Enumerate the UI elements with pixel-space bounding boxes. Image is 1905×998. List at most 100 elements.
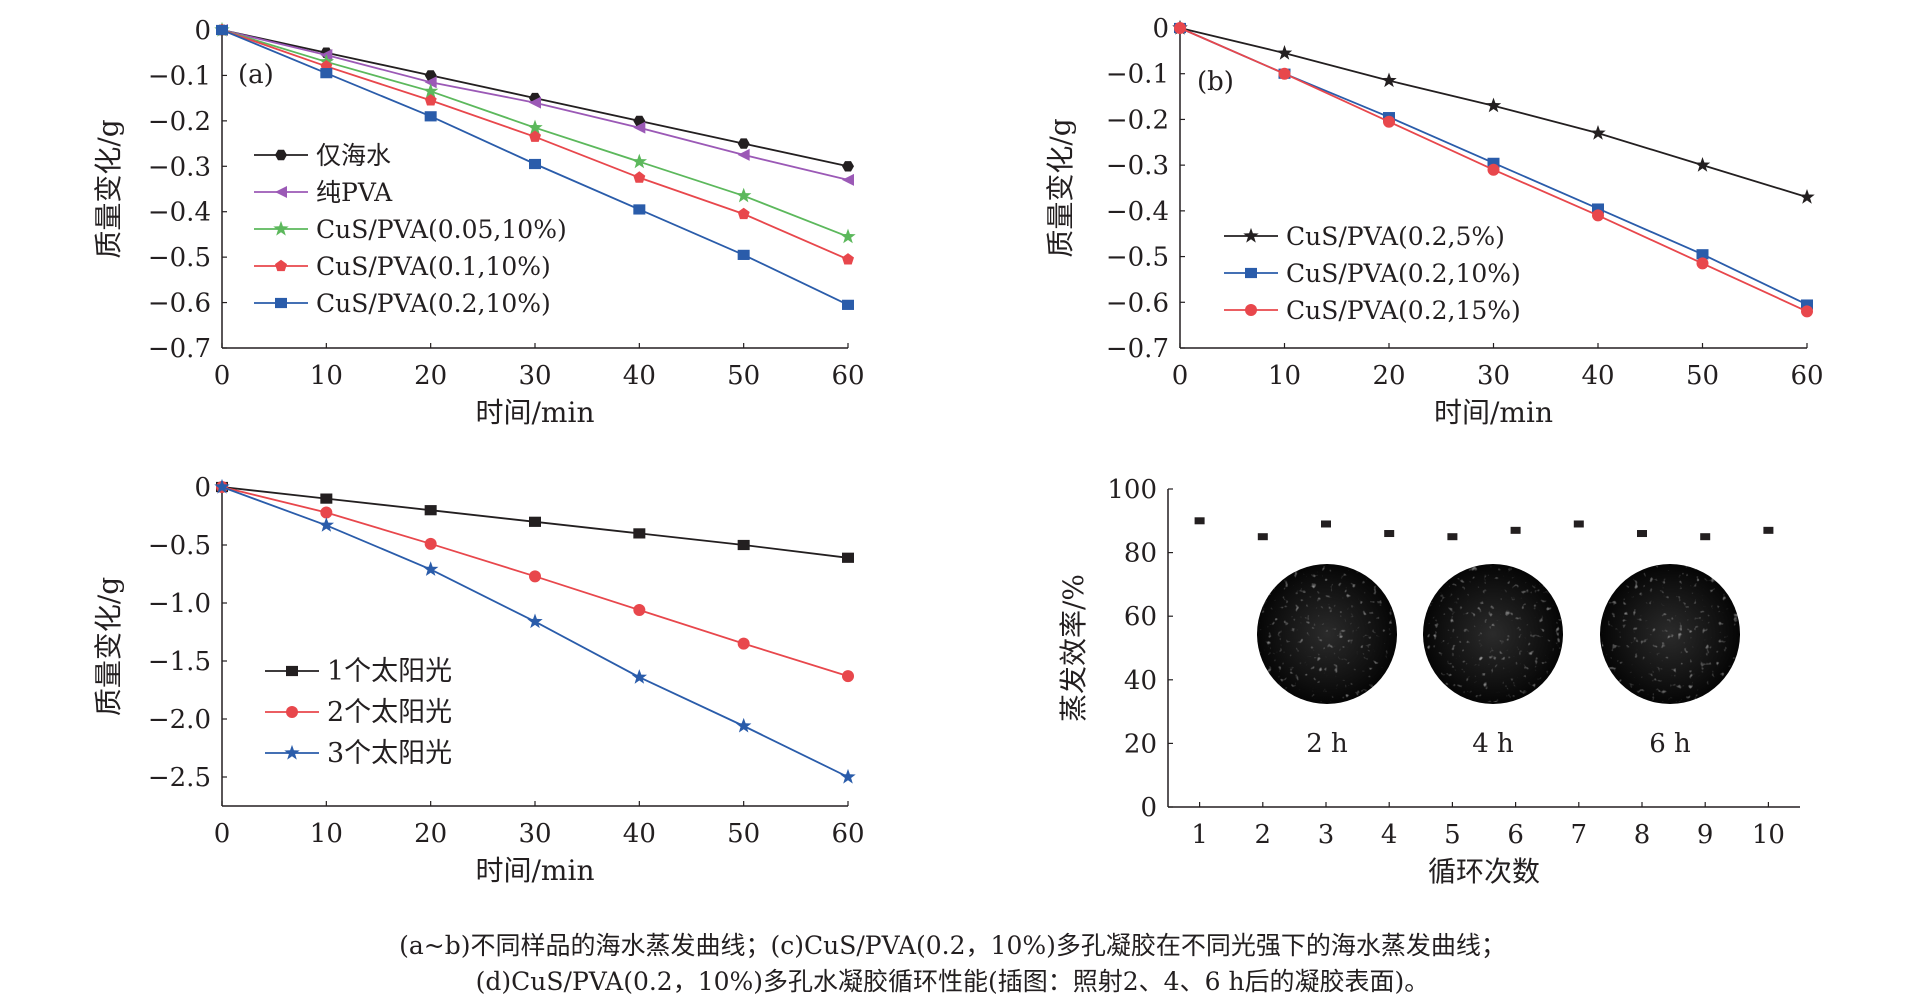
y-tick-label: −0.7 xyxy=(1106,334,1169,364)
inset-label: 2 h xyxy=(1306,729,1348,759)
x-tick-label: 30 xyxy=(518,819,551,849)
chart-panel-d: 0 20 40 60 80 100 1 2 3 4 5 6 7 8 9 10 循环次数 蒸发效率/% 2 h 4 h 6… xyxy=(1057,475,1800,888)
data-point xyxy=(1592,203,1604,214)
y-axis-title: 质量变化/g xyxy=(92,119,125,258)
data-point xyxy=(1174,22,1186,34)
legend-marker xyxy=(1245,304,1257,316)
y-tick-label: 0 xyxy=(1140,793,1157,823)
legend-marker xyxy=(286,665,298,677)
legend-marker xyxy=(286,706,298,718)
y-tick-label: −0.5 xyxy=(148,243,211,273)
y-tick-label: −0.5 xyxy=(1106,243,1169,273)
data-point xyxy=(1763,526,1774,534)
x-tick-label: 8 xyxy=(1634,820,1651,850)
y-tick-label: −0.6 xyxy=(1106,288,1169,318)
data-point xyxy=(1592,209,1604,222)
y-tick-label: −1.0 xyxy=(148,589,211,619)
data-point xyxy=(320,493,333,504)
legend-label: 纯PVA xyxy=(316,178,393,207)
y-tick-label: −0.4 xyxy=(148,198,211,228)
legend-label: CuS/PVA(0.1,10%) xyxy=(316,252,551,281)
data-point xyxy=(1696,257,1709,270)
data-point xyxy=(529,130,541,142)
series-5 xyxy=(216,24,854,310)
x-tick-label: 20 xyxy=(414,819,447,849)
x-tick-label: 60 xyxy=(831,819,864,849)
x-tick-label: 30 xyxy=(518,361,551,391)
data-point xyxy=(737,148,750,161)
y-tick-label: 0 xyxy=(1152,14,1169,44)
data-point xyxy=(1694,157,1711,172)
legend-label: 1个太阳光 xyxy=(327,656,452,687)
data-point xyxy=(842,253,854,265)
legend-label: 3个太阳光 xyxy=(327,738,452,769)
x-axis-title: 循环次数 xyxy=(1428,855,1540,888)
y-tick-label: −0.3 xyxy=(1106,151,1169,181)
series-1 xyxy=(216,24,854,172)
y-tick-label: −2.5 xyxy=(148,763,211,793)
data-point xyxy=(424,537,437,550)
series-1 xyxy=(1194,517,1774,541)
data-point xyxy=(842,299,854,310)
legend-label: CuS/PVA(0.2,10%) xyxy=(1286,259,1521,288)
legend: 1个太阳光 2个太阳光 3个太阳光 xyxy=(265,656,452,769)
y-tick-label: 40 xyxy=(1124,666,1157,696)
data-point xyxy=(1590,125,1606,140)
y-tick-label: 0 xyxy=(194,16,211,46)
legend-label: CuS/PVA(0.2,10%) xyxy=(316,289,551,318)
y-tick-label: 80 xyxy=(1124,539,1157,569)
data-point xyxy=(1801,299,1813,310)
legend-label: CuS/PVA(0.2,5%) xyxy=(1286,222,1505,251)
data-point xyxy=(842,552,854,563)
y-tick-label: −0.1 xyxy=(148,61,211,91)
y-tick-label: −2.0 xyxy=(148,705,211,735)
y-tick-label: 0 xyxy=(194,473,211,503)
y-tick-label: −0.3 xyxy=(148,152,211,182)
data-point xyxy=(737,207,750,220)
series-line xyxy=(221,486,849,778)
data-point xyxy=(842,173,854,186)
data-point xyxy=(1510,526,1521,534)
x-tick-label: 40 xyxy=(623,819,656,849)
data-point xyxy=(529,516,541,527)
inset-label: 6 h xyxy=(1649,729,1691,759)
data-point xyxy=(529,570,541,583)
data-point xyxy=(737,138,750,149)
chart-panel-b: 0−0.1−0.2−0.3−0.4−0.5−0.6−0.70 10 20 30 40 50… xyxy=(1044,14,1824,429)
data-point xyxy=(216,24,228,36)
data-point xyxy=(318,517,334,532)
figure-caption-line-2: (d)CuS/PVA(0.2，10%)多孔水凝胶循环性能(插图：照射2、4、6 … xyxy=(475,967,1430,996)
y-axis-title: 质量变化/g xyxy=(1044,118,1077,257)
x-axis-title: 时间/min xyxy=(1434,396,1553,429)
legend-marker xyxy=(275,186,287,198)
data-point xyxy=(737,249,750,260)
y-tick-label: −0.6 xyxy=(148,289,211,319)
data-point xyxy=(1447,533,1458,541)
panel-label: (a) xyxy=(238,60,274,90)
data-point xyxy=(840,768,856,784)
data-point xyxy=(1321,520,1331,528)
data-point xyxy=(1276,45,1293,60)
x-tick-label: 60 xyxy=(1790,361,1823,391)
legend-label: CuS/PVA(0.2,15%) xyxy=(1286,296,1521,325)
y-tick-label: 20 xyxy=(1124,729,1157,759)
data-point xyxy=(1384,530,1395,538)
data-point xyxy=(424,505,437,516)
data-point xyxy=(527,613,543,629)
y-tick-label: −0.7 xyxy=(148,334,211,364)
y-tick-label: −0.1 xyxy=(1106,60,1169,90)
series-3 xyxy=(1174,22,1813,318)
data-point xyxy=(1381,72,1397,88)
data-point xyxy=(1700,533,1711,541)
data-point xyxy=(633,171,646,183)
x-tick-label: 20 xyxy=(414,361,447,391)
data-point xyxy=(527,119,543,135)
legend-marker xyxy=(284,744,300,760)
y-tick-label: 100 xyxy=(1107,475,1157,505)
data-point xyxy=(1487,163,1500,176)
x-tick-label: 10 xyxy=(1752,820,1785,850)
data-point xyxy=(1573,520,1584,528)
data-point xyxy=(1696,249,1709,260)
x-tick-label: 30 xyxy=(1477,361,1510,391)
